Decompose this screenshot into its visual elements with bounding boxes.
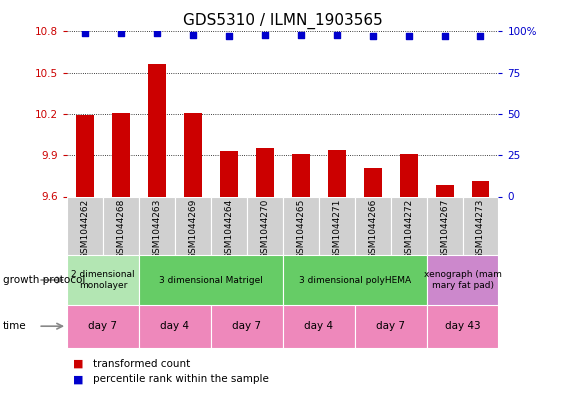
Bar [436, 185, 454, 196]
Bar [328, 150, 346, 196]
Point [332, 31, 341, 38]
Bar [427, 196, 462, 255]
Bar [354, 305, 427, 348]
Bar [283, 305, 354, 348]
Bar [103, 196, 139, 255]
Bar [184, 112, 202, 196]
Text: GSM1044272: GSM1044272 [404, 198, 413, 259]
Point [260, 31, 269, 38]
Text: GSM1044268: GSM1044268 [117, 198, 125, 259]
Bar [67, 305, 139, 348]
Bar [247, 196, 283, 255]
Text: GSM1044264: GSM1044264 [224, 198, 233, 259]
Bar [472, 181, 490, 196]
Text: ■: ■ [73, 358, 83, 369]
Bar [319, 196, 354, 255]
Bar [462, 196, 498, 255]
Text: day 4: day 4 [160, 321, 189, 331]
Text: GSM1044273: GSM1044273 [476, 198, 485, 259]
Bar [399, 154, 417, 196]
Text: GSM1044263: GSM1044263 [152, 198, 161, 259]
Text: 2 dimensional
monolayer: 2 dimensional monolayer [71, 270, 135, 290]
Text: GSM1044266: GSM1044266 [368, 198, 377, 259]
Point [296, 31, 305, 38]
Text: GSM1044270: GSM1044270 [260, 198, 269, 259]
Bar [292, 154, 310, 196]
Point [116, 30, 125, 36]
Text: GSM1044271: GSM1044271 [332, 198, 341, 259]
Bar [427, 255, 498, 305]
Text: xenograph (mam
mary fat pad): xenograph (mam mary fat pad) [424, 270, 501, 290]
Text: GSM1044269: GSM1044269 [188, 198, 198, 259]
Bar [139, 196, 175, 255]
Point [476, 33, 485, 40]
Point [224, 33, 233, 40]
Bar [211, 305, 283, 348]
Point [404, 33, 413, 40]
Bar [211, 196, 247, 255]
Text: day 4: day 4 [304, 321, 333, 331]
Bar [256, 149, 274, 196]
Text: day 7: day 7 [376, 321, 405, 331]
Text: 3 dimensional polyHEMA: 3 dimensional polyHEMA [298, 275, 410, 285]
Text: day 43: day 43 [445, 321, 480, 331]
Text: GSM1044265: GSM1044265 [296, 198, 305, 259]
Text: growth protocol: growth protocol [3, 275, 85, 285]
Text: percentile rank within the sample: percentile rank within the sample [93, 374, 269, 384]
Bar [148, 64, 166, 196]
Point [440, 33, 449, 40]
Bar [76, 116, 94, 196]
Bar [139, 255, 283, 305]
Point [188, 31, 198, 38]
Bar [67, 255, 139, 305]
Bar [67, 196, 103, 255]
Text: ■: ■ [73, 374, 83, 384]
Text: day 7: day 7 [89, 321, 118, 331]
Bar [427, 305, 498, 348]
Bar [283, 255, 427, 305]
Title: GDS5310 / ILMN_1903565: GDS5310 / ILMN_1903565 [183, 13, 382, 29]
Text: time: time [3, 321, 27, 331]
Point [152, 30, 161, 36]
Bar [220, 151, 238, 196]
Text: GSM1044262: GSM1044262 [80, 198, 90, 259]
Point [80, 30, 90, 36]
Bar [139, 305, 211, 348]
Bar [112, 112, 130, 196]
Bar [283, 196, 319, 255]
Text: GSM1044267: GSM1044267 [440, 198, 449, 259]
Text: transformed count: transformed count [93, 358, 191, 369]
Bar [391, 196, 427, 255]
Text: day 7: day 7 [232, 321, 261, 331]
Point [368, 33, 377, 40]
Bar [354, 196, 391, 255]
Text: 3 dimensional Matrigel: 3 dimensional Matrigel [159, 275, 263, 285]
Bar [364, 167, 382, 196]
Bar [175, 196, 211, 255]
